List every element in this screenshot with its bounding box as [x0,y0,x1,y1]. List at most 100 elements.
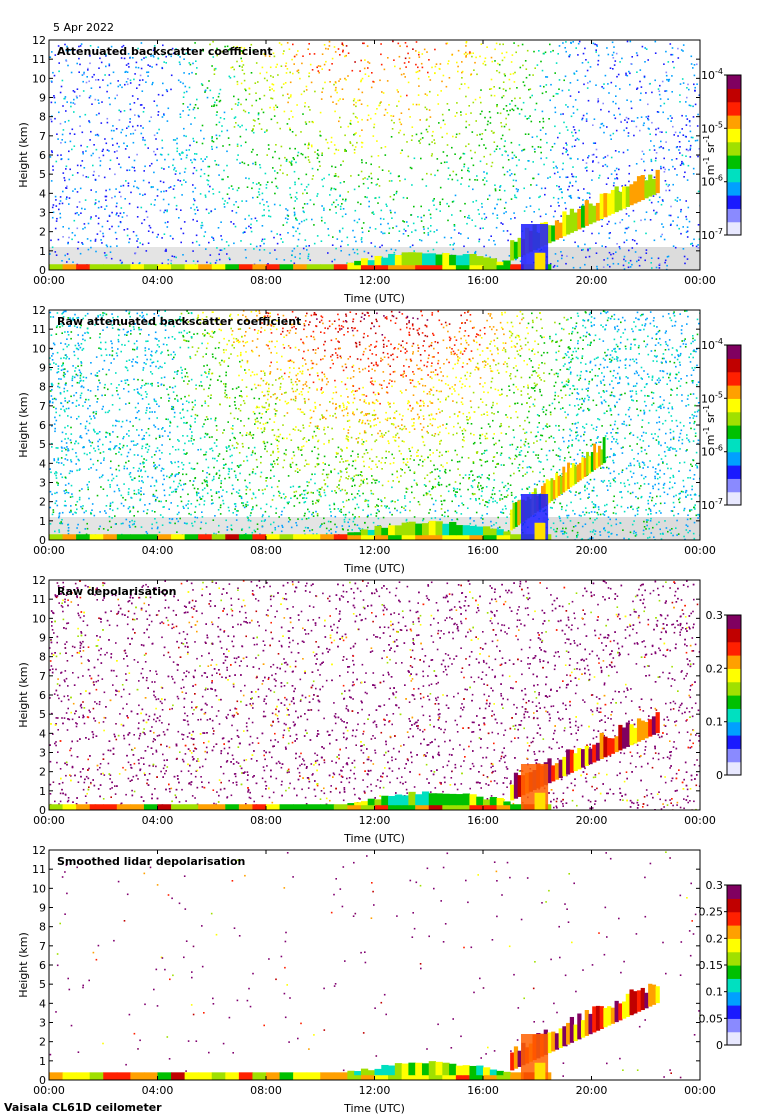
speckle-2267 [148,181,150,184]
speckle-2635 [388,227,391,230]
speckle-1276 [60,440,63,443]
speckle-2095 [264,172,267,175]
speckle-598 [683,339,686,342]
speckle-1114 [359,203,362,205]
speckle-1250 [271,181,273,184]
speckle-698 [504,361,506,363]
speckle-1397 [534,67,536,69]
speckle-1564 [158,449,161,452]
speckle-278 [606,223,609,225]
speckle-1434 [402,196,405,199]
speckle-1502 [285,62,288,65]
speckle-428 [637,506,640,509]
speckle-2917 [614,169,616,172]
speckle-1105 [99,511,101,513]
speckle-806 [534,390,536,392]
speckle-696 [600,401,603,404]
colorbar-step-20 [727,179,741,183]
speckle-2424 [685,215,687,218]
speckle-322 [361,438,363,441]
speckle-415 [118,447,120,449]
speckle-1059 [245,493,248,495]
speckle-957 [612,262,615,265]
speckle-452 [266,315,269,317]
speckle-1590 [207,418,209,420]
speckle-1014 [340,381,343,383]
speckle-860 [67,331,69,333]
speckle-1097 [648,149,651,151]
speckle-2101 [286,209,289,212]
speckle-488 [293,63,295,65]
speckle-1457 [62,236,64,238]
speckle-914 [527,442,530,445]
speckle-1191 [404,178,406,181]
speckle-619 [621,57,623,60]
speckle-2647 [629,259,632,262]
speckle-1870 [256,196,259,198]
speckle-1579 [61,450,63,452]
speckle-1962 [142,111,145,113]
speckle-1385 [625,358,627,360]
speckle-1242 [595,51,597,53]
speckle-2652 [81,160,84,162]
speckle-1537 [56,504,59,507]
speckle-362 [235,476,237,479]
speckle-390 [384,418,387,421]
colorbar-step-47 [727,107,741,111]
speckle-1685 [115,213,118,216]
speckle-126 [57,238,60,241]
speckle-1290 [254,496,257,499]
colorbar-tick-label-1: 10-6 [701,174,723,189]
speckle-295 [97,206,100,209]
cloud-cell-28 [614,186,619,213]
speckle-567 [129,82,132,84]
speckle-1582 [668,411,670,414]
speckle-495 [451,146,453,149]
speckle-1773 [307,144,309,147]
speckle-1617 [290,94,292,96]
speckle-1764 [568,185,570,188]
speckle-306 [511,54,514,56]
speckle-738 [151,382,153,385]
speckle-1821 [436,169,439,172]
speckle-2954 [156,195,159,197]
speckle-513 [86,238,89,240]
speckle-1283 [481,133,484,135]
speckle-1080 [427,374,429,376]
speckle-1184 [565,126,568,128]
speckle-3074 [341,43,344,45]
speckle-1043 [71,232,74,234]
speckle-1553 [259,202,261,205]
speckle-2817 [490,88,493,90]
speckle-291 [123,229,126,231]
speckle-1491 [80,392,83,395]
speckle-1578 [90,189,92,191]
speckle-1492 [338,347,341,350]
speckle-1023 [520,390,523,392]
speckle-621 [264,422,267,425]
speckle-2255 [226,150,228,153]
speckle-482 [58,529,60,531]
speckle-1448 [663,482,666,485]
speckle-1222 [247,319,249,322]
speckle-1521 [180,397,182,400]
speckle-1700 [68,150,70,153]
speckle-472 [635,317,637,319]
speckle-884 [558,88,560,90]
speckle-1651 [51,206,54,209]
speckle-2651 [279,233,282,236]
speckle-2728 [279,127,281,130]
speckle-233 [610,448,612,450]
speckle-134 [246,341,249,343]
speckle-1611 [212,188,214,190]
speckle-1519 [345,150,347,152]
speckle-1237 [582,248,584,251]
speckle-1248 [566,384,569,387]
speckle-978 [227,473,230,475]
speckle-601 [609,265,611,268]
speckle-1393 [330,528,332,531]
speckle-563 [641,324,644,326]
speckle-1304 [371,353,374,355]
speckle-1359 [115,445,118,447]
speckle-34 [105,55,107,57]
